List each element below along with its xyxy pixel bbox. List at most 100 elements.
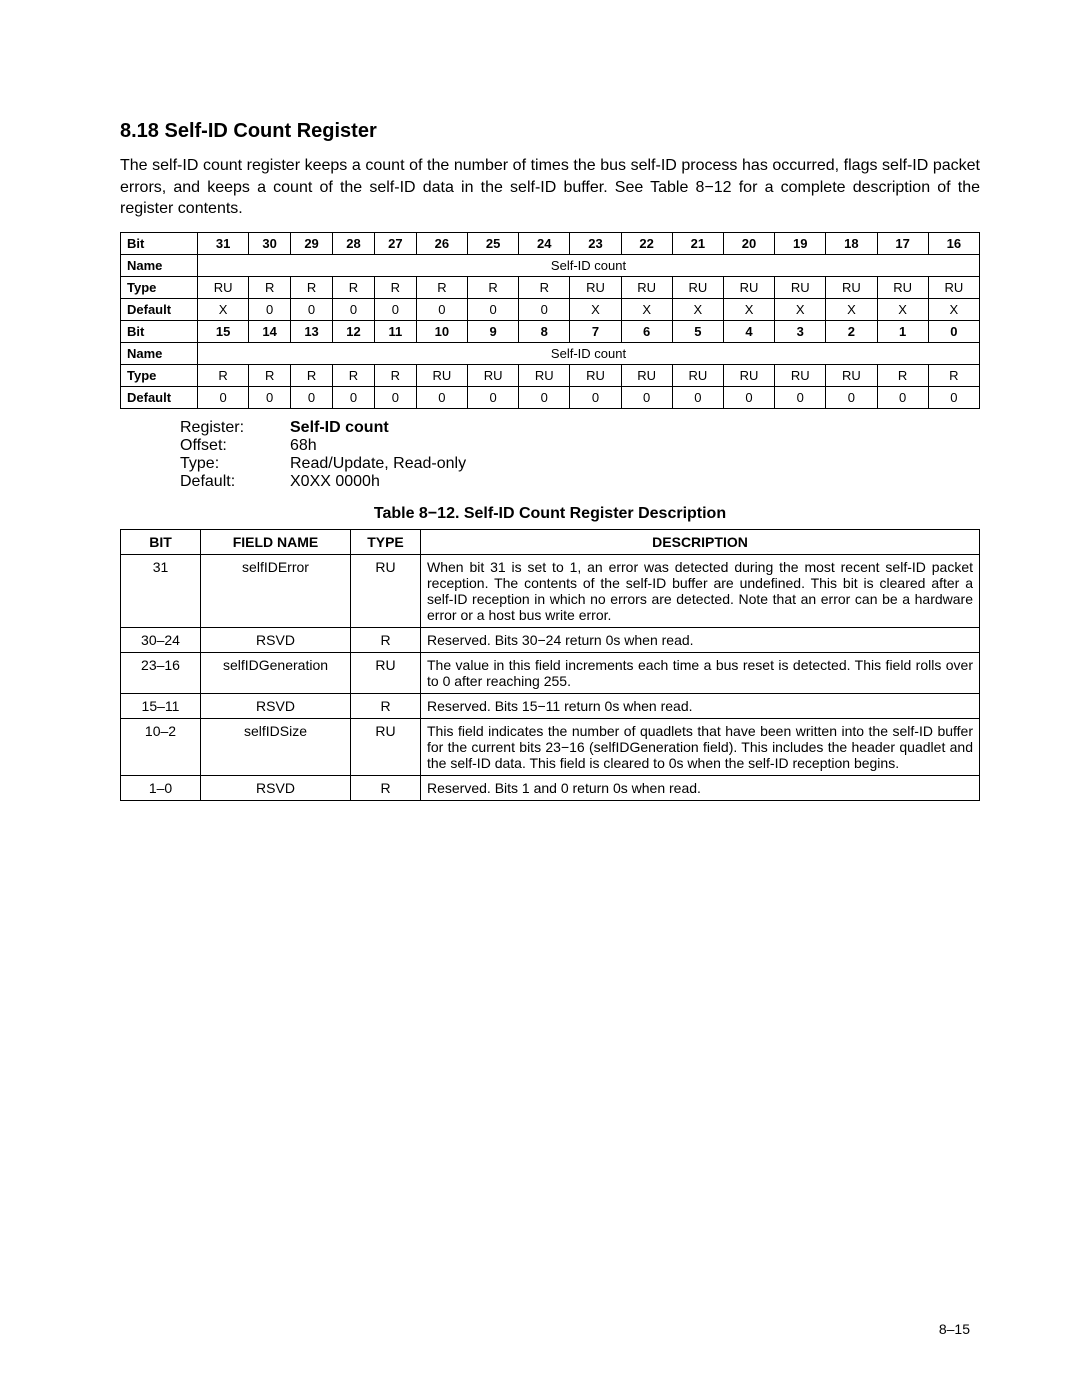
type-cell: R xyxy=(468,276,519,298)
bit-cell: 28 xyxy=(333,232,375,254)
default-cell: 0 xyxy=(249,386,291,408)
type-cell: RU xyxy=(621,276,672,298)
bitmap-row-name-low: Name Self-ID count xyxy=(121,342,980,364)
default-cell: 0 xyxy=(249,298,291,320)
type-cell: RU xyxy=(877,276,928,298)
default-cell: X xyxy=(723,298,774,320)
default-cell: 0 xyxy=(374,386,416,408)
type-cell: RU xyxy=(775,276,826,298)
bit-cell: 10 xyxy=(416,320,467,342)
type-cell: R xyxy=(374,276,416,298)
type-cell: R xyxy=(333,276,375,298)
type-cell: R xyxy=(333,364,375,386)
bitmap-name-span: Self-ID count xyxy=(198,254,980,276)
bit-cell: 25 xyxy=(468,232,519,254)
bit-cell: 21 xyxy=(672,232,723,254)
desc-header-row: BIT FIELD NAME TYPE DESCRIPTION xyxy=(121,529,980,554)
meta-register-value: Self-ID count xyxy=(290,419,389,437)
bit-cell: 24 xyxy=(519,232,570,254)
default-cell: 0 xyxy=(723,386,774,408)
desc-type: RU xyxy=(351,554,421,627)
meta-default-value: X0XX 0000h xyxy=(290,473,380,491)
bitmap-label-default: Default xyxy=(121,386,198,408)
desc-row: 30–24 RSVD R Reserved. Bits 30−24 return… xyxy=(121,627,980,652)
default-cell: 0 xyxy=(877,386,928,408)
bit-cell: 22 xyxy=(621,232,672,254)
default-cell: X xyxy=(877,298,928,320)
bit-cell: 0 xyxy=(928,320,979,342)
bit-cell: 11 xyxy=(374,320,416,342)
section-title-text: Self-ID Count Register xyxy=(165,120,377,142)
bitmap-row-default-low: Default 0 0 0 0 0 0 0 0 0 0 0 0 0 0 0 0 xyxy=(121,386,980,408)
description-table: BIT FIELD NAME TYPE DESCRIPTION 31 selfI… xyxy=(120,529,980,801)
bitmap-label-bit: Bit xyxy=(121,232,198,254)
bit-cell: 31 xyxy=(198,232,249,254)
default-cell: 0 xyxy=(333,386,375,408)
default-cell: 0 xyxy=(333,298,375,320)
desc-text: Reserved. Bits 15−11 return 0s when read… xyxy=(421,693,980,718)
desc-field: selfIDError xyxy=(201,554,351,627)
bit-cell: 20 xyxy=(723,232,774,254)
desc-header-bit: BIT xyxy=(121,529,201,554)
bit-cell: 8 xyxy=(519,320,570,342)
default-cell: 0 xyxy=(198,386,249,408)
bit-cell: 14 xyxy=(249,320,291,342)
desc-field: RSVD xyxy=(201,775,351,800)
desc-type: R xyxy=(351,627,421,652)
bit-cell: 30 xyxy=(249,232,291,254)
section-number: 8.18 xyxy=(120,120,159,142)
type-cell: RU xyxy=(570,364,621,386)
desc-row: 23–16 selfIDGeneration RU The value in t… xyxy=(121,652,980,693)
bit-cell: 23 xyxy=(570,232,621,254)
type-cell: R xyxy=(877,364,928,386)
meta-type-value: Read/Update, Read-only xyxy=(290,455,466,473)
type-cell: RU xyxy=(672,276,723,298)
bit-cell: 19 xyxy=(775,232,826,254)
default-cell: X xyxy=(775,298,826,320)
type-cell: R xyxy=(416,276,467,298)
table-caption: Table 8−12. Self-ID Count Register Descr… xyxy=(120,505,980,523)
desc-field: selfIDSize xyxy=(201,718,351,775)
type-cell: RU xyxy=(672,364,723,386)
type-cell: RU xyxy=(570,276,621,298)
bit-cell: 15 xyxy=(198,320,249,342)
type-cell: RU xyxy=(928,276,979,298)
bit-cell: 2 xyxy=(826,320,877,342)
default-cell: 0 xyxy=(468,386,519,408)
default-cell: 0 xyxy=(826,386,877,408)
default-cell: 0 xyxy=(291,298,333,320)
desc-type: RU xyxy=(351,652,421,693)
bitmap-row-type-low: Type R R R R R RU RU RU RU RU RU RU RU R… xyxy=(121,364,980,386)
bit-cell: 26 xyxy=(416,232,467,254)
default-cell: 0 xyxy=(519,386,570,408)
default-cell: 0 xyxy=(519,298,570,320)
desc-field: selfIDGeneration xyxy=(201,652,351,693)
type-cell: RU xyxy=(723,276,774,298)
type-cell: RU xyxy=(416,364,467,386)
default-cell: 0 xyxy=(928,386,979,408)
bit-cell: 9 xyxy=(468,320,519,342)
type-cell: R xyxy=(291,276,333,298)
type-cell: RU xyxy=(519,364,570,386)
desc-bit: 1–0 xyxy=(121,775,201,800)
page: 8.18 Self-ID Count Register The self-ID … xyxy=(0,0,1080,1397)
bitmap-row-bit-high: Bit 31 30 29 28 27 26 25 24 23 22 21 20 … xyxy=(121,232,980,254)
type-cell: RU xyxy=(621,364,672,386)
bitmap-row-bit-low: Bit 15 14 13 12 11 10 9 8 7 6 5 4 3 2 1 … xyxy=(121,320,980,342)
meta-offset-label: Offset: xyxy=(180,437,290,455)
bitmap-label-default: Default xyxy=(121,298,198,320)
bitmap-label-bit: Bit xyxy=(121,320,198,342)
desc-header-desc: DESCRIPTION xyxy=(421,529,980,554)
desc-bit: 23–16 xyxy=(121,652,201,693)
bitmap-label-type: Type xyxy=(121,364,198,386)
bitmap-name-span: Self-ID count xyxy=(198,342,980,364)
desc-bit: 10–2 xyxy=(121,718,201,775)
desc-row: 1–0 RSVD R Reserved. Bits 1 and 0 return… xyxy=(121,775,980,800)
desc-header-field: FIELD NAME xyxy=(201,529,351,554)
default-cell: 0 xyxy=(621,386,672,408)
type-cell: R xyxy=(249,364,291,386)
default-cell: X xyxy=(826,298,877,320)
bit-cell: 4 xyxy=(723,320,774,342)
desc-header-type: TYPE xyxy=(351,529,421,554)
default-cell: X xyxy=(198,298,249,320)
